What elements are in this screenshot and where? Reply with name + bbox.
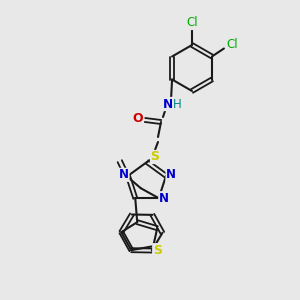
Text: S: S xyxy=(151,151,160,164)
Text: S: S xyxy=(153,244,162,257)
Text: H: H xyxy=(172,98,182,110)
Text: Cl: Cl xyxy=(226,38,238,51)
Text: O: O xyxy=(133,112,143,125)
Text: Cl: Cl xyxy=(186,16,198,29)
Text: N: N xyxy=(163,98,173,110)
Text: N: N xyxy=(119,168,129,181)
Text: N: N xyxy=(166,168,176,181)
Text: N: N xyxy=(159,192,169,205)
